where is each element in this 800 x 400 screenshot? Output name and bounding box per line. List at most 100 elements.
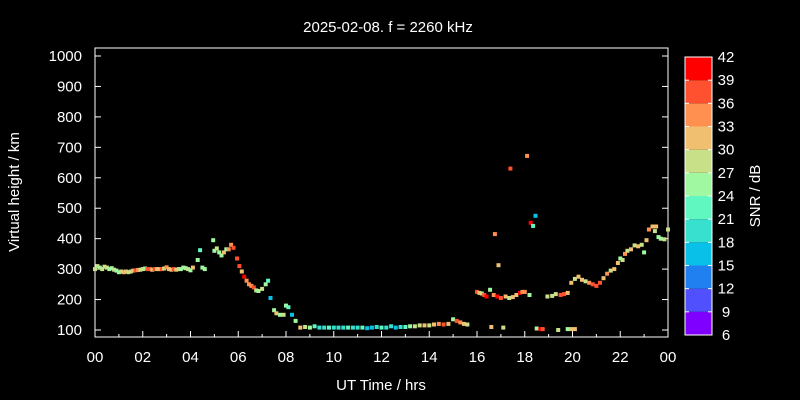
- data-point: [538, 327, 543, 332]
- data-point: [150, 267, 155, 272]
- data-point: [226, 247, 231, 252]
- data-point: [454, 318, 459, 323]
- data-point: [190, 265, 195, 270]
- data-point: [169, 267, 174, 272]
- data-point: [181, 265, 186, 270]
- colorbar-tick-label: 21: [718, 211, 735, 228]
- data-point: [365, 326, 370, 331]
- data-point: [360, 325, 365, 330]
- data-point: [147, 267, 152, 272]
- data-point: [393, 325, 398, 330]
- plot-area-frame: [94, 47, 669, 338]
- data-point: [618, 256, 623, 261]
- data-point: [534, 326, 539, 331]
- data-point: [475, 289, 479, 294]
- colorbar-tick-label: 30: [718, 142, 735, 159]
- colorbar-tick-label: 39: [718, 72, 735, 89]
- data-point: [484, 294, 489, 299]
- colorbar-tick-label: 24: [718, 188, 735, 205]
- colorbar-tick-label: 33: [718, 119, 735, 136]
- data-point: [451, 317, 456, 322]
- colorbar-band: [685, 172, 712, 196]
- data-point: [636, 244, 641, 249]
- data-point: [525, 153, 530, 158]
- data-point: [155, 267, 160, 272]
- data-point: [143, 266, 148, 271]
- colorbar-label: SNR / dB: [747, 165, 764, 228]
- data-point: [152, 267, 157, 272]
- data-point: [138, 267, 143, 272]
- data-point: [510, 295, 515, 300]
- data-point: [389, 324, 394, 329]
- data-point: [654, 224, 659, 229]
- data-point: [662, 237, 667, 242]
- data-point: [195, 258, 200, 262]
- data-point: [639, 242, 644, 247]
- data-point: [379, 325, 384, 330]
- data-point: [477, 290, 482, 295]
- data-point: [441, 322, 446, 327]
- data-point: [432, 322, 436, 327]
- data-point: [244, 278, 249, 283]
- data-point: [553, 292, 558, 297]
- data-point: [174, 267, 179, 272]
- data-point: [114, 268, 119, 273]
- data-point: [164, 265, 169, 270]
- data-point: [93, 267, 97, 272]
- data-point: [136, 268, 140, 272]
- x-tick-label: 16: [469, 349, 486, 366]
- data-point: [650, 224, 655, 229]
- data-point: [263, 282, 268, 287]
- data-point: [176, 267, 181, 272]
- x-axis-label: UT Time / hrs: [336, 377, 426, 394]
- y-tick-label: 200: [57, 292, 82, 309]
- data-point: [159, 267, 164, 272]
- data-point: [212, 248, 217, 253]
- y-tick-label: 800: [57, 109, 82, 126]
- data-point: [239, 269, 244, 274]
- data-point: [157, 267, 162, 272]
- data-point: [307, 325, 312, 330]
- data-point: [565, 327, 570, 332]
- data-point: [369, 325, 374, 330]
- data-point: [235, 256, 240, 261]
- colorbar-band: [685, 242, 712, 266]
- data-point: [522, 289, 527, 294]
- data-point: [140, 267, 145, 272]
- data-point: [116, 270, 121, 275]
- data-point: [202, 267, 207, 272]
- data-point: [145, 267, 150, 272]
- data-point: [503, 294, 508, 299]
- data-point: [256, 289, 261, 293]
- data-point: [458, 320, 463, 325]
- data-point: [171, 267, 176, 272]
- data-point: [327, 325, 331, 330]
- data-point: [623, 251, 627, 256]
- data-point: [188, 268, 193, 273]
- data-point: [412, 324, 417, 329]
- data-point: [322, 325, 327, 330]
- data-point: [488, 287, 493, 292]
- data-point: [632, 243, 637, 248]
- colorbar-tick-label: 15: [718, 258, 735, 275]
- data-point: [384, 325, 389, 330]
- data-point: [501, 325, 506, 330]
- y-tick-label: 400: [57, 231, 82, 248]
- data-point: [231, 245, 236, 250]
- data-point: [331, 325, 336, 330]
- data-point: [587, 280, 592, 285]
- data-point: [211, 238, 216, 243]
- y-tick-label: 300: [57, 261, 82, 278]
- data-point: [572, 276, 577, 281]
- data-point: [403, 325, 408, 329]
- data-point: [583, 279, 588, 284]
- y-axis-label: Virtual height / km: [6, 132, 23, 252]
- data-point: [498, 296, 503, 300]
- data-point: [465, 322, 470, 327]
- data-point: [355, 325, 360, 330]
- data-point: [612, 267, 617, 272]
- data-point: [178, 267, 183, 272]
- data-point: [224, 247, 229, 252]
- data-point: [293, 318, 298, 323]
- data-point: [272, 308, 277, 313]
